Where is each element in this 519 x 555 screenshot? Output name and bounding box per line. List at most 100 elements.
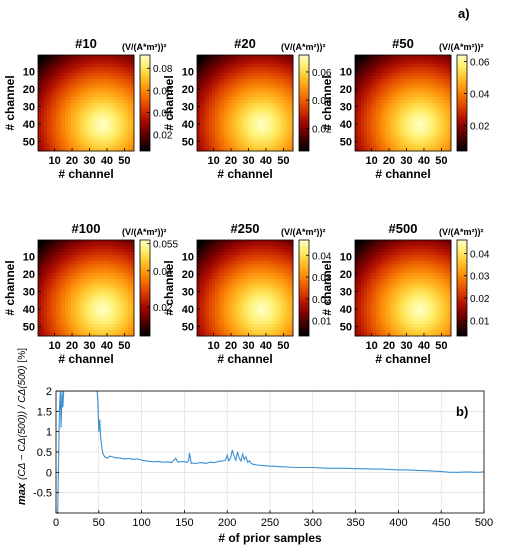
heatmap-cell (266, 91, 269, 94)
heatmap-cell (77, 312, 80, 315)
heatmap-cell (71, 246, 74, 249)
heatmap-cell (397, 85, 400, 88)
heatmap-cell (367, 139, 370, 142)
heatmap-cell (436, 76, 439, 79)
heatmap-cell (266, 139, 269, 142)
heatmap-cell (77, 309, 80, 312)
heatmap-cell (104, 133, 107, 136)
heatmap-cell (230, 309, 233, 312)
heatmap-cell (251, 261, 254, 264)
heatmap-cell (77, 321, 80, 324)
heatmap-cell (113, 240, 116, 243)
heatmap-cell (382, 82, 385, 85)
heatmap-cell (236, 100, 239, 103)
heatmap-cell (245, 282, 248, 285)
heatmap-cell (245, 58, 248, 61)
heatmap-cell (424, 127, 427, 130)
heatmap-cell (110, 306, 113, 309)
heatmap-cell (227, 142, 230, 145)
heatmap-cell (209, 261, 212, 264)
heatmap-cell (203, 67, 206, 70)
heatmap-cell (260, 306, 263, 309)
heatmap-cell (47, 61, 50, 64)
heatmap-cell (86, 64, 89, 67)
heatmap-cell (272, 279, 275, 282)
heatmap-cell (358, 55, 361, 58)
heatmap-cell (260, 264, 263, 267)
heatmap-cell (74, 121, 77, 124)
heatmap-cell (373, 88, 376, 91)
heatmap-cell (92, 136, 95, 139)
heatmap-cell (119, 115, 122, 118)
heatmap-cell (107, 312, 110, 315)
colorbar-tick-label: 0.04 (470, 89, 490, 100)
heatmap-cell (125, 142, 128, 145)
heatmap-cell (239, 130, 242, 133)
heatmap-cell (379, 58, 382, 61)
heatmap-cell (272, 255, 275, 258)
heatmap-cell (269, 303, 272, 306)
heatmap-cell (128, 255, 131, 258)
heatmap-cell (442, 115, 445, 118)
heatmap-cell (92, 285, 95, 288)
heatmap-cell (227, 303, 230, 306)
heatmap-cell (83, 67, 86, 70)
heatmap-cell (424, 124, 427, 127)
heatmap-cell (227, 55, 230, 58)
heatmap-cell (373, 58, 376, 61)
heatmap-cell (364, 127, 367, 130)
heatmap-cell (409, 94, 412, 97)
heatmap-cell (403, 127, 406, 130)
heatmap-cell (95, 321, 98, 324)
heatmap-cell (98, 145, 101, 148)
heatmap-cell (59, 88, 62, 91)
heatmap-cell (68, 294, 71, 297)
heatmap-cell (77, 91, 80, 94)
heatmap-cell (233, 106, 236, 109)
heatmap-cell (104, 297, 107, 300)
heatmap-cell (403, 70, 406, 73)
heatmap-cell (110, 58, 113, 61)
heatmap-cell (62, 282, 65, 285)
heatmap-cell (418, 124, 421, 127)
heatmap-cell (128, 303, 131, 306)
heatmap-cell (287, 240, 290, 243)
heatmap-cell (47, 276, 50, 279)
heatmap-cell (56, 64, 59, 67)
heatmap-cell (418, 112, 421, 115)
heatmap-cell (239, 124, 242, 127)
heatmap-cell (203, 255, 206, 258)
heatmap-cell (209, 91, 212, 94)
heatmap-cell (113, 94, 116, 97)
heatmap-cell (278, 97, 281, 100)
heatmap-cell (107, 267, 110, 270)
heatmap-cell (230, 97, 233, 100)
heatmap-cell (373, 133, 376, 136)
heatmap-cell (248, 133, 251, 136)
heatmap-cell (44, 273, 47, 276)
heatmap-cell (110, 67, 113, 70)
heatmap-cell (86, 270, 89, 273)
y-tick-label: 30 (182, 101, 194, 113)
heatmap-cell (200, 264, 203, 267)
heatmap-cell (59, 115, 62, 118)
heatmap-cell (107, 303, 110, 306)
heatmap-cell (284, 121, 287, 124)
heatmap-cell (101, 130, 104, 133)
heatmap-cell (197, 79, 200, 82)
heatmap-cell (71, 88, 74, 91)
heatmap-cell (209, 294, 212, 297)
heatmap-cell (38, 279, 41, 282)
heatmap-cell (266, 306, 269, 309)
heatmap-cell (212, 79, 215, 82)
heatmap-cell (275, 118, 278, 121)
heatmap-cell (113, 103, 116, 106)
heatmap-cell (62, 100, 65, 103)
heatmap-cell (275, 106, 278, 109)
heatmap-cell (275, 303, 278, 306)
heatmap-cell (358, 91, 361, 94)
heatmap-cell (251, 285, 254, 288)
heatmap-cell (400, 58, 403, 61)
heatmap-cell (116, 255, 119, 258)
heatmap-cell (442, 112, 445, 115)
